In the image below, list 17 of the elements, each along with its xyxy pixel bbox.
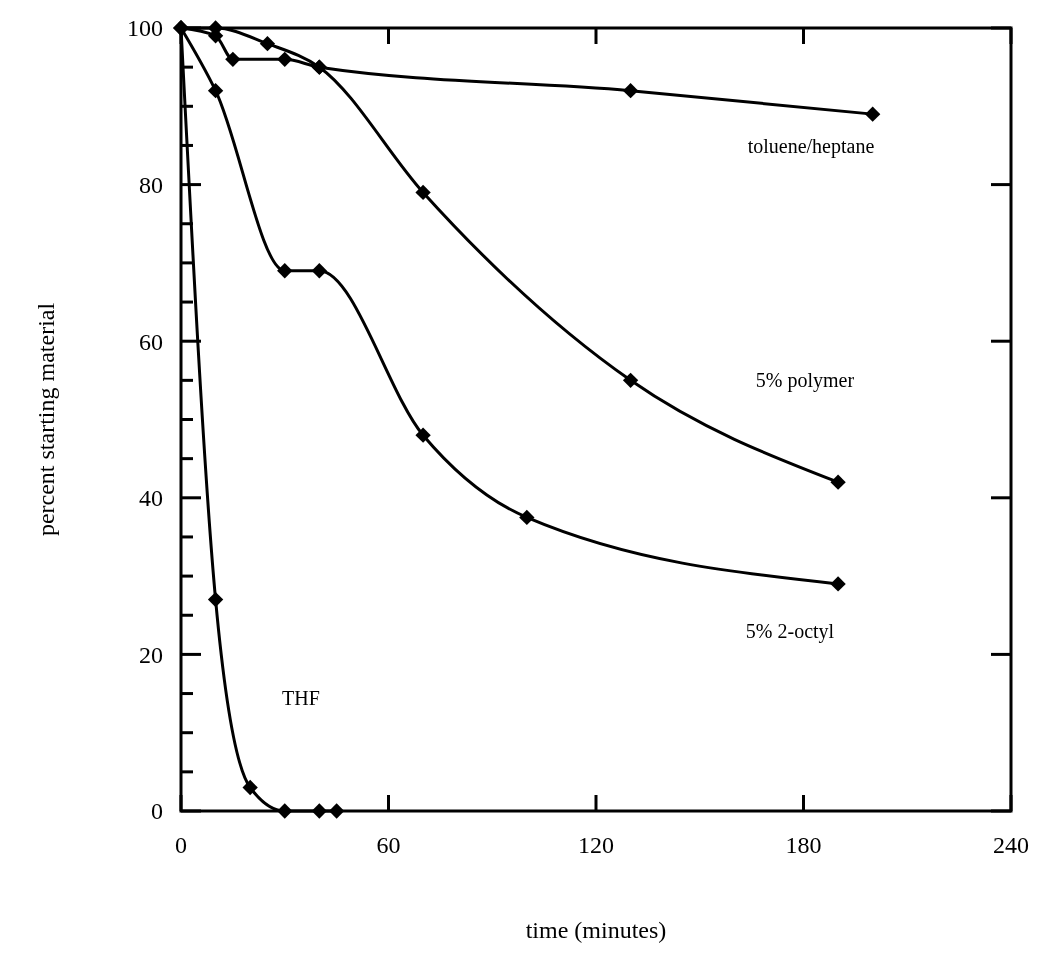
x-tick-label: 0 xyxy=(175,832,187,858)
x-tick-label: 60 xyxy=(376,832,401,858)
y-tick-label: 40 xyxy=(139,485,163,512)
text: 5% polymer xyxy=(755,369,855,392)
y-tick-label: 0 xyxy=(151,798,163,825)
x-tick-label: 180 xyxy=(785,832,822,858)
text: THF xyxy=(282,687,320,709)
x-tick-label: 240 xyxy=(993,832,1029,858)
y-tick-label: 60 xyxy=(139,328,163,355)
series-label: toluene/heptane xyxy=(747,135,875,158)
x-tick-label: 120 xyxy=(578,832,614,858)
y-axis-title: percent starting material xyxy=(33,302,59,537)
x-axis-title: time (minutes) xyxy=(525,917,667,943)
y-tick-label: 80 xyxy=(139,172,163,198)
y-tick-label: 20 xyxy=(139,641,163,668)
series-label: 5% 2-octyl xyxy=(745,620,835,643)
y-tick-label: 100 xyxy=(127,15,163,42)
